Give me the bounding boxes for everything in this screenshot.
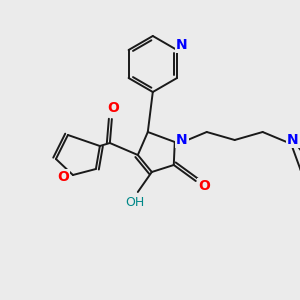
Text: O: O bbox=[107, 101, 119, 115]
Text: OH: OH bbox=[125, 196, 145, 208]
Text: N: N bbox=[176, 133, 188, 147]
Text: O: O bbox=[198, 179, 210, 193]
Text: N: N bbox=[287, 133, 298, 147]
Text: O: O bbox=[57, 170, 69, 184]
Text: N: N bbox=[176, 38, 188, 52]
